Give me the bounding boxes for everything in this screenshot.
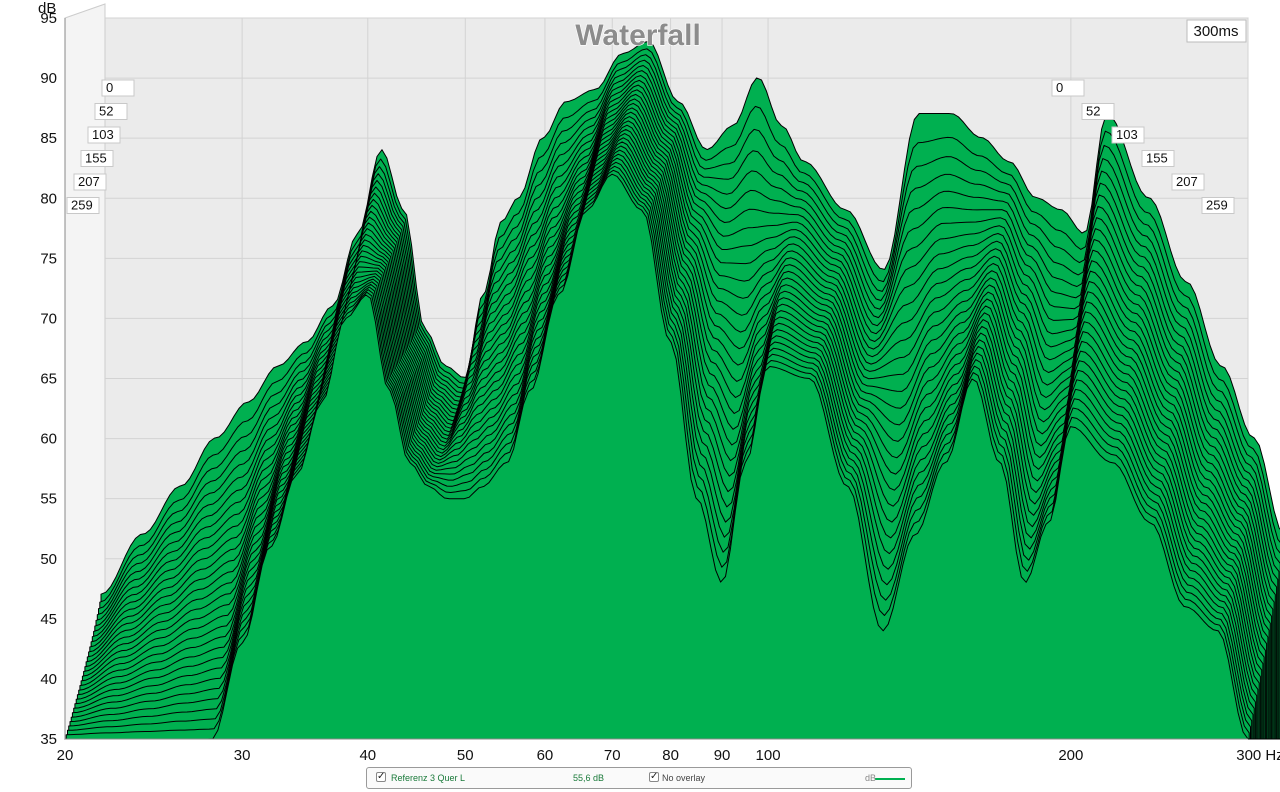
time-label-box bbox=[101, 79, 135, 97]
x-tick-label: 50 bbox=[457, 747, 474, 764]
time-label-box bbox=[1171, 173, 1205, 191]
overlay-checkbox[interactable]: ✓ bbox=[649, 771, 659, 782]
time-label: 103 bbox=[1116, 127, 1138, 142]
x-tick-label: 70 bbox=[604, 747, 621, 764]
time-label: 0 bbox=[1056, 80, 1063, 95]
time-label: 52 bbox=[1086, 104, 1100, 119]
x-axis-ticks: 20 30 40 50 60 70 80 90 100 200 300 Hz bbox=[57, 747, 1280, 764]
x-tick-label: 300 Hz bbox=[1236, 747, 1280, 764]
y-tick-label: 35 bbox=[40, 731, 57, 748]
y-tick-label: 65 bbox=[40, 371, 57, 388]
time-label-box bbox=[1141, 150, 1175, 167]
time-label: 0 bbox=[106, 80, 113, 95]
overlay-unit: dB bbox=[865, 773, 877, 783]
time-labels-right: 0 52 103 155 207 259 bbox=[1051, 79, 1235, 214]
time-label: 259 bbox=[1206, 198, 1228, 213]
y-tick-label: 75 bbox=[40, 250, 57, 267]
y-axis-unit: dB bbox=[38, 0, 56, 17]
x-tick-label: 30 bbox=[234, 747, 251, 764]
time-label-box bbox=[73, 173, 107, 191]
x-tick-label: 100 bbox=[756, 747, 781, 764]
y-tick-label: 50 bbox=[40, 551, 57, 568]
waterfall-slice bbox=[64, 173, 1249, 740]
y-tick-label: 70 bbox=[40, 310, 57, 327]
time-label-box bbox=[1111, 126, 1145, 144]
time-label-box bbox=[94, 103, 128, 120]
x-tick-label: 60 bbox=[537, 747, 554, 764]
measurement-level: 55,6 dB bbox=[573, 773, 605, 783]
y-tick-label: 45 bbox=[40, 611, 57, 628]
waterfall-slices bbox=[64, 41, 1280, 740]
time-label: 207 bbox=[78, 174, 100, 189]
time-label-box bbox=[1201, 197, 1235, 214]
x-tick-label: 40 bbox=[359, 747, 376, 764]
time-label: 155 bbox=[1146, 151, 1168, 166]
y-tick-label: 95 bbox=[40, 10, 57, 27]
time-label-box bbox=[66, 197, 100, 214]
y-axis-ticks: 35 40 45 50 55 60 65 70 75 80 85 90 95 bbox=[40, 10, 57, 748]
time-labels-left: 0 52 103 155 207 259 bbox=[66, 79, 135, 214]
overlay-label: No overlay bbox=[662, 773, 706, 783]
x-tick-label: 90 bbox=[714, 747, 731, 764]
measurement-checkbox[interactable]: ✓ bbox=[376, 771, 386, 782]
y-tick-label: 90 bbox=[40, 70, 57, 87]
time-label: 259 bbox=[71, 198, 93, 213]
legend-bar: ✓ Referenz 3 Quer L 55,6 dB ✓ No overlay… bbox=[366, 767, 912, 789]
chart-title: Waterfall bbox=[575, 19, 701, 52]
y-tick-label: 80 bbox=[40, 190, 57, 207]
y-tick-label: 60 bbox=[40, 431, 57, 448]
x-tick-label: 200 bbox=[1058, 747, 1083, 764]
time-label-box bbox=[87, 126, 121, 144]
time-label: 103 bbox=[92, 127, 114, 142]
time-label: 155 bbox=[85, 151, 107, 166]
y-tick-label: 55 bbox=[40, 491, 57, 508]
time-label-box bbox=[1081, 103, 1115, 120]
y-tick-label: 85 bbox=[40, 130, 57, 147]
axes bbox=[64, 18, 1248, 740]
x-tick-label: 80 bbox=[662, 747, 679, 764]
time-label: 207 bbox=[1176, 174, 1198, 189]
x-tick-label: 20 bbox=[57, 747, 74, 764]
time-label-box bbox=[1051, 79, 1085, 97]
time-indicator-label: 300ms bbox=[1193, 23, 1238, 40]
time-label: 52 bbox=[99, 104, 113, 119]
series-color-swatch bbox=[875, 778, 905, 780]
measurement-name: Referenz 3 Quer L bbox=[391, 773, 466, 783]
time-label-box bbox=[80, 150, 114, 167]
time-indicator: 300ms bbox=[1186, 19, 1247, 43]
y-tick-label: 40 bbox=[40, 671, 57, 688]
